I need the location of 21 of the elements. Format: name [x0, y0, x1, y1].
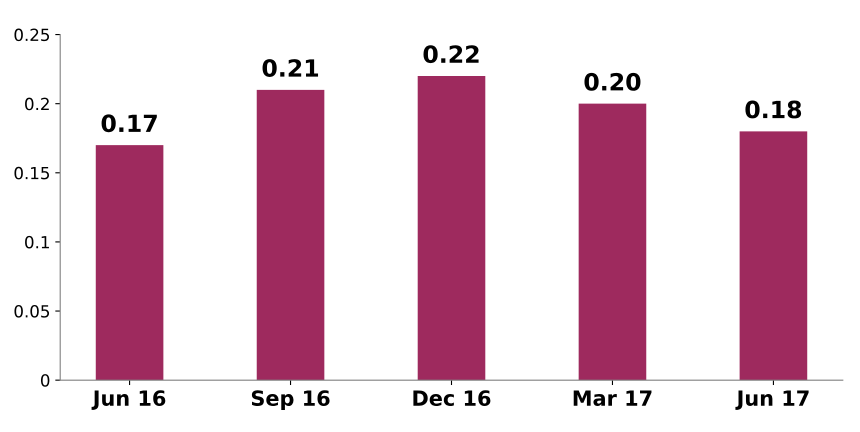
y-tick-label: 0	[40, 374, 50, 387]
y-tick-label: 0.2	[25, 98, 49, 110]
data-label: 0.20	[584, 72, 640, 91]
data-label: 0.18	[745, 100, 802, 118]
x-tick-label: Sep 16	[252, 390, 330, 410]
data-label: 0.17	[102, 114, 157, 132]
bar	[578, 104, 646, 380]
x-tick-label: Jun 16	[92, 390, 166, 410]
y-tick-label: 0.25	[14, 28, 50, 42]
x-tick-label: Dec 16	[413, 390, 490, 406]
bar	[256, 90, 324, 380]
x-tick-label: Jun 17	[735, 390, 809, 410]
data-label: 0.22	[424, 45, 479, 64]
y-tick-label: 0.05	[14, 305, 50, 318]
bar	[418, 76, 486, 380]
data-label: 0.21	[262, 59, 318, 77]
y-tick-label: 0.15	[14, 166, 50, 180]
x-tick-label: Mar 17	[574, 390, 652, 406]
bar	[740, 131, 808, 380]
bar	[96, 145, 164, 380]
y-tick-label: 0.1	[25, 236, 49, 248]
